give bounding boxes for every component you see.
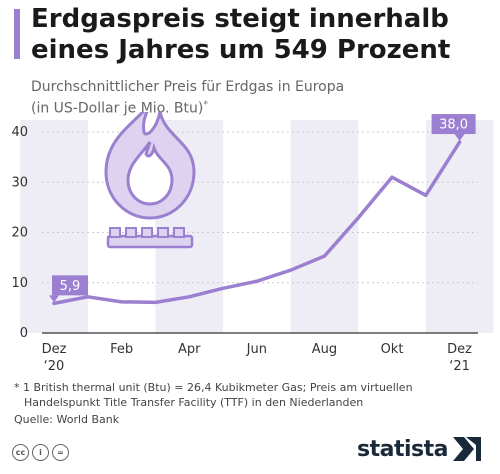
y-tick-label: 0 — [20, 326, 28, 341]
data-point — [187, 295, 191, 299]
annotation-label: 5,9 — [60, 279, 81, 294]
data-point — [289, 268, 293, 272]
x-tick-label: Dez — [42, 342, 67, 357]
shaded-column — [425, 120, 494, 333]
equals-icon[interactable]: = — [52, 444, 69, 461]
data-point — [221, 286, 225, 290]
y-tick-label: 40 — [11, 125, 28, 140]
y-tick-label: 20 — [11, 226, 28, 241]
brand-name: statista — [357, 436, 448, 462]
x-tick-label: Jun — [246, 342, 267, 357]
data-point — [255, 279, 259, 283]
cc-icon[interactable]: cc — [12, 444, 29, 461]
data-point — [52, 301, 56, 305]
data-point — [390, 175, 394, 179]
x-tick-year-label: ‘20 — [44, 359, 65, 374]
footnote: * 1 British thermal unit (Btu) = 26,4 Ku… — [14, 380, 494, 427]
license-icons: cc i = — [12, 444, 69, 461]
price-series — [52, 140, 462, 306]
x-tick-label: Aug — [312, 342, 337, 357]
subtitle-footnote-mark: * — [203, 100, 208, 110]
data-point — [322, 254, 326, 258]
x-tick-label: Okt — [381, 342, 404, 357]
gas-flame-icon — [104, 112, 196, 249]
annotation-box — [52, 275, 88, 296]
annotation-pointer — [49, 295, 59, 303]
footnote-line-1: * 1 British thermal unit (Btu) = 26,4 Ku… — [14, 381, 413, 394]
y-tick-label: 30 — [11, 175, 28, 190]
x-tick-year-label: ‘21 — [449, 359, 470, 374]
title-accent-bar — [14, 9, 20, 59]
x-axis-tick-labels: Dez ‘20 Feb Apr Jun Aug Okt Dez ‘21 — [42, 342, 473, 374]
data-point — [356, 216, 360, 220]
line-chart: 0 10 20 30 40 Dez ‘20 Feb Apr Jun Aug Okt Dez ‘21 5,… — [11, 112, 494, 374]
annotation-label: 38,0 — [439, 118, 468, 133]
subtitle-line-1: Durchschnittlicher Preis für Erdgas in E… — [31, 79, 345, 95]
statista-logo-icon — [453, 437, 481, 461]
data-point — [120, 300, 124, 304]
data-point — [458, 140, 462, 144]
data-annotations: 5,9 38,0 — [49, 114, 476, 303]
annotation-box — [431, 114, 476, 135]
chart-title: Erdgaspreis steigt innerhalb eines Jahre… — [31, 4, 451, 65]
column-shading — [20, 120, 494, 333]
statista-brand[interactable]: statista — [357, 436, 482, 462]
x-tick-label: Apr — [178, 342, 201, 357]
by-icon[interactable]: i — [32, 444, 49, 461]
annotation-pointer — [454, 134, 465, 142]
gridlines — [42, 131, 478, 334]
footnote-line-2: Handelspunkt Title Transfer Facility (TT… — [24, 396, 364, 409]
source-note: Quelle: World Bank — [14, 413, 120, 426]
data-point — [424, 193, 428, 197]
y-axis-tick-labels: 0 10 20 30 40 — [11, 125, 28, 341]
shaded-column — [290, 120, 359, 333]
data-point — [153, 300, 157, 304]
x-tick-label: Dez — [447, 342, 472, 357]
x-tick-label: Feb — [110, 342, 133, 357]
data-point — [86, 295, 90, 299]
y-tick-label: 10 — [11, 276, 28, 291]
